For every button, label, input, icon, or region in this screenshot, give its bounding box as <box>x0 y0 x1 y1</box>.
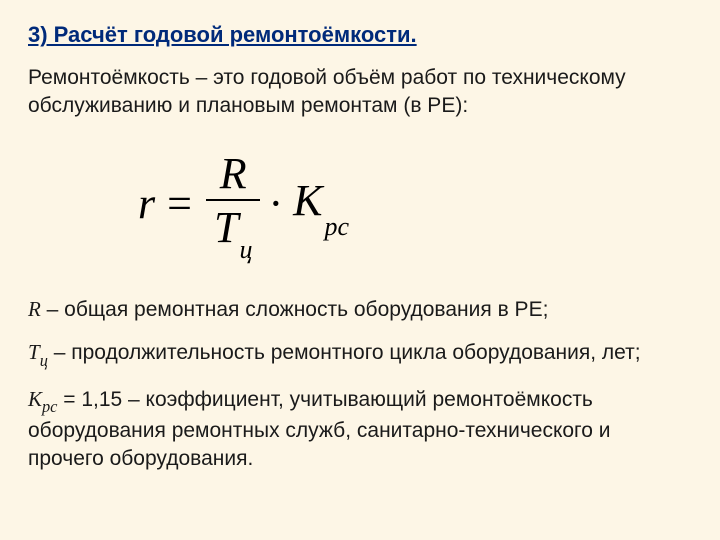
def-k: Крс = 1,15 – коэффициент, учитывающий ре… <box>28 385 692 474</box>
def-r-text: – общая ремонтная сложность оборудования… <box>41 298 549 321</box>
formula-denominator: Tц <box>206 199 260 257</box>
formula-cdot: · <box>268 178 283 229</box>
definitions: R – общая ремонтная сложность оборудован… <box>28 295 692 474</box>
def-k-text: = 1,15 – коэффициент, учитывающий ремонт… <box>28 388 611 471</box>
k-sub-def: рс <box>42 397 57 416</box>
sym-t: Тц <box>28 340 48 364</box>
section-heading: 3) Расчёт годовой ремонтоёмкости. <box>28 22 692 48</box>
formula-lhs: r <box>138 178 155 229</box>
sym-k: Крс <box>28 387 57 411</box>
formula-equals: = <box>167 178 192 229</box>
k-main: K <box>293 176 322 225</box>
formula-numerator: R <box>212 151 255 199</box>
k-sub: рс <box>324 212 349 241</box>
k-main-def: К <box>28 387 42 411</box>
den-main: T <box>214 203 238 252</box>
t-main: Т <box>28 340 40 364</box>
formula: r = R Tц · Kрс <box>138 151 349 257</box>
def-r: R – общая ремонтная сложность оборудован… <box>28 295 692 324</box>
den-sub: ц <box>239 235 252 264</box>
formula-container: r = R Tц · Kрс <box>28 151 692 257</box>
formula-k: Kрс <box>293 175 349 232</box>
def-t: Тц – продолжительность ремонтного цикла … <box>28 338 692 370</box>
sym-r: R <box>28 297 41 321</box>
t-sub: ц <box>40 351 48 370</box>
formula-fraction: R Tц <box>206 151 260 257</box>
def-t-text: – продолжительность ремонтного цикла обо… <box>48 341 641 364</box>
intro-text: Ремонтоёмкость – это годовой объём работ… <box>28 64 692 121</box>
